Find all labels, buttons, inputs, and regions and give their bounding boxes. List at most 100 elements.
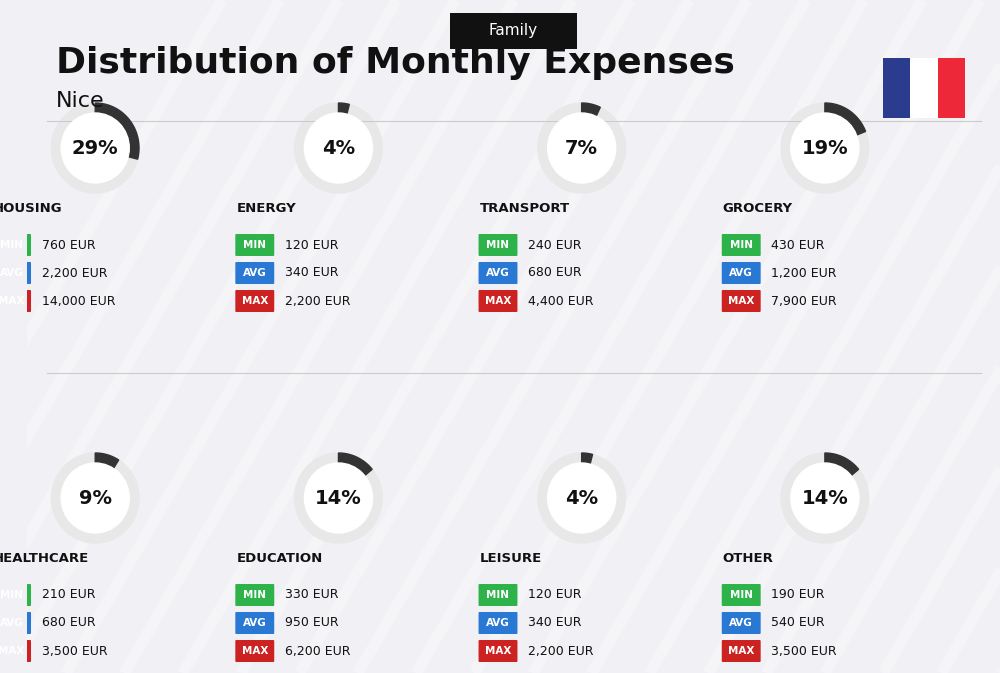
Text: 680 EUR: 680 EUR [42,616,95,629]
FancyBboxPatch shape [235,640,274,662]
FancyBboxPatch shape [722,290,761,312]
Text: 680 EUR: 680 EUR [528,267,582,279]
Text: MAX: MAX [485,646,511,656]
Circle shape [548,463,616,533]
Text: OTHER: OTHER [723,551,774,565]
Text: 19%: 19% [802,139,848,157]
Text: 190 EUR: 190 EUR [771,588,825,602]
Text: MAX: MAX [728,296,754,306]
Text: MIN: MIN [486,240,509,250]
Circle shape [61,463,129,533]
Text: 7%: 7% [565,139,598,157]
Text: AVG: AVG [486,618,510,628]
Text: 430 EUR: 430 EUR [771,238,825,252]
Circle shape [304,463,372,533]
Text: MAX: MAX [728,646,754,656]
FancyBboxPatch shape [722,234,761,256]
Polygon shape [51,453,139,543]
FancyBboxPatch shape [0,290,31,312]
Text: MIN: MIN [730,240,753,250]
Text: MAX: MAX [0,646,25,656]
Text: AVG: AVG [243,618,267,628]
Text: 4,400 EUR: 4,400 EUR [528,295,594,308]
Polygon shape [781,453,869,543]
Polygon shape [538,453,625,543]
FancyBboxPatch shape [479,612,517,634]
Text: ENERGY: ENERGY [236,201,296,215]
Text: AVG: AVG [486,268,510,278]
Text: MAX: MAX [242,296,268,306]
Text: 1,200 EUR: 1,200 EUR [771,267,837,279]
Text: 2,200 EUR: 2,200 EUR [528,645,594,658]
Text: 29%: 29% [72,139,119,157]
Text: Nice: Nice [56,91,105,111]
Text: 3,500 EUR: 3,500 EUR [42,645,107,658]
Text: HOUSING: HOUSING [0,201,63,215]
FancyBboxPatch shape [235,290,274,312]
Text: 120 EUR: 120 EUR [528,588,582,602]
FancyBboxPatch shape [0,640,31,662]
Text: 3,500 EUR: 3,500 EUR [771,645,837,658]
Text: MIN: MIN [243,240,266,250]
Polygon shape [825,103,866,135]
Text: MIN: MIN [0,590,23,600]
FancyBboxPatch shape [722,612,761,634]
Circle shape [61,113,129,183]
Text: GROCERY: GROCERY [723,201,793,215]
FancyBboxPatch shape [479,262,517,284]
Text: AVG: AVG [243,268,267,278]
Text: 9%: 9% [79,489,112,507]
FancyBboxPatch shape [479,640,517,662]
FancyBboxPatch shape [722,640,761,662]
FancyBboxPatch shape [0,612,31,634]
Text: MIN: MIN [243,590,266,600]
Text: 7,900 EUR: 7,900 EUR [771,295,837,308]
Polygon shape [95,103,139,160]
Text: 120 EUR: 120 EUR [285,238,338,252]
FancyBboxPatch shape [450,13,577,49]
Polygon shape [295,103,382,193]
Text: 240 EUR: 240 EUR [528,238,582,252]
Text: 950 EUR: 950 EUR [285,616,339,629]
FancyBboxPatch shape [235,612,274,634]
FancyBboxPatch shape [0,234,31,256]
Polygon shape [51,103,139,193]
FancyBboxPatch shape [235,234,274,256]
FancyBboxPatch shape [938,58,965,118]
Text: Distribution of Monthly Expenses: Distribution of Monthly Expenses [56,46,735,80]
Text: MAX: MAX [485,296,511,306]
FancyBboxPatch shape [235,584,274,606]
FancyBboxPatch shape [0,584,31,606]
Polygon shape [338,103,349,114]
Text: AVG: AVG [729,268,753,278]
FancyBboxPatch shape [479,290,517,312]
FancyBboxPatch shape [479,584,517,606]
Text: 6,200 EUR: 6,200 EUR [285,645,350,658]
Polygon shape [825,453,859,476]
Text: 4%: 4% [565,489,598,507]
Text: 210 EUR: 210 EUR [42,588,95,602]
Polygon shape [538,103,625,193]
Text: 340 EUR: 340 EUR [528,616,582,629]
Text: MAX: MAX [242,646,268,656]
Text: MIN: MIN [486,590,509,600]
Text: 340 EUR: 340 EUR [285,267,338,279]
FancyBboxPatch shape [722,584,761,606]
Text: MIN: MIN [730,590,753,600]
Text: MAX: MAX [0,296,25,306]
Text: TRANSPORT: TRANSPORT [480,201,570,215]
FancyBboxPatch shape [235,262,274,284]
Text: AVG: AVG [0,268,23,278]
Text: 330 EUR: 330 EUR [285,588,338,602]
Polygon shape [95,453,119,468]
FancyBboxPatch shape [479,234,517,256]
Polygon shape [781,103,869,193]
Text: AVG: AVG [729,618,753,628]
Text: Family: Family [489,24,538,38]
FancyBboxPatch shape [883,58,910,118]
Text: 14%: 14% [315,489,362,507]
Text: 2,200 EUR: 2,200 EUR [42,267,107,279]
Text: 4%: 4% [322,139,355,157]
Text: EDUCATION: EDUCATION [236,551,323,565]
Text: LEISURE: LEISURE [480,551,542,565]
